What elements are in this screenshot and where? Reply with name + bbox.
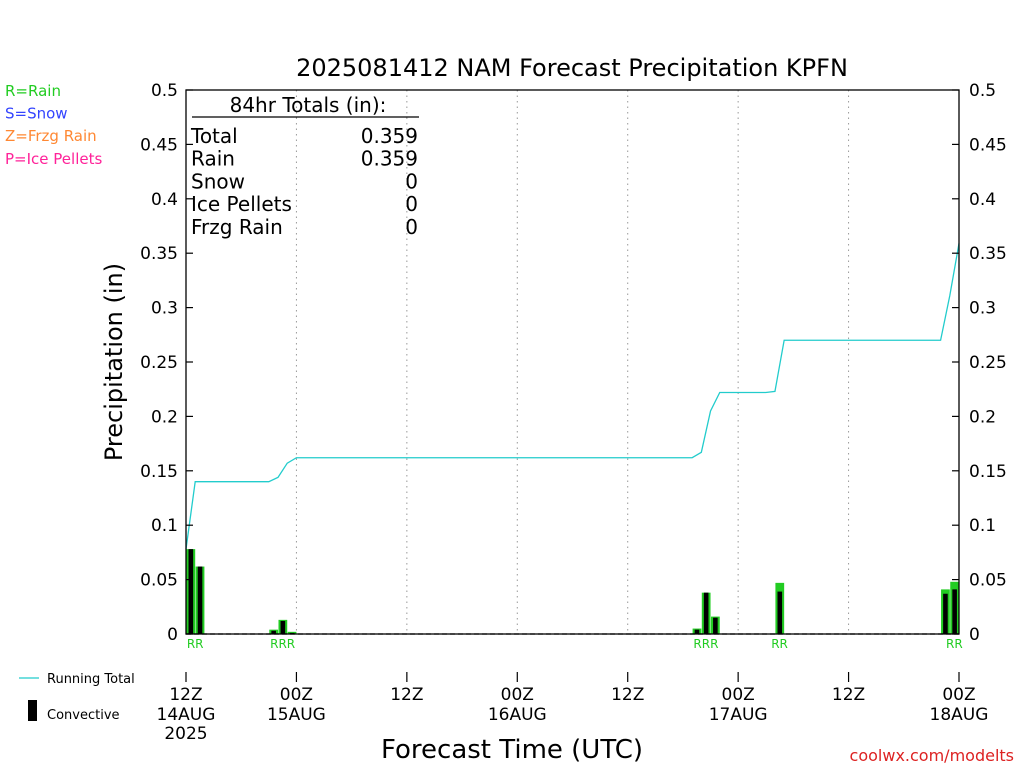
convective-bar <box>188 549 194 634</box>
x-tick-date: 14AUG <box>157 705 216 725</box>
x-tick-date: 16AUG <box>488 705 547 725</box>
y-tick-label-right: 0.2 <box>969 407 996 427</box>
y-axis-ticks: 0 00.05 0.050.1 0.10.15 0.150.2 0.20.25 0.250.… <box>140 81 1007 645</box>
type-legend-entry: S=Snow <box>5 105 68 123</box>
y-tick-label-left: 0.25 <box>140 353 178 373</box>
y-tick-label-right: 0 <box>969 625 980 645</box>
y-tick-label-right: 0.05 <box>969 571 1007 591</box>
convective-bar <box>952 589 957 634</box>
precip-bars <box>186 549 959 634</box>
y-axis-label: Precipitation (in) <box>100 263 128 461</box>
y-tick-label-left: 0.35 <box>140 244 178 264</box>
legend-bar-swatch <box>28 700 37 721</box>
precip-type-legend: R=Rain S=Snow Z=Frzg Rain P=Ice Pellets <box>5 82 102 168</box>
precip-type-label: RR <box>771 637 788 651</box>
running-total-line <box>185 243 960 550</box>
x-tick-date: 15AUG <box>267 705 326 725</box>
totals-header: 84hr Totals (in): <box>230 93 387 117</box>
totals-row-label: Ice Pellets <box>191 192 292 216</box>
legend-label: Convective <box>47 708 120 723</box>
convective-bar <box>694 629 700 634</box>
precip-type-label: RR <box>187 637 204 651</box>
type-legend-entry: P=Ice Pellets <box>5 150 102 168</box>
x-tick-label: 00Z <box>280 685 313 705</box>
y-tick-label-left: 0.45 <box>140 135 178 155</box>
convective-bar <box>777 591 783 634</box>
y-tick-label-right: 0.35 <box>969 244 1007 264</box>
x-tick-label: 00Z <box>942 685 975 705</box>
type-legend-entry: R=Rain <box>5 82 61 100</box>
x-tick-label: 12Z <box>169 685 202 705</box>
precip-type-labels: RR RRR RRR RR RR <box>187 637 963 651</box>
totals-row-value: 0.359 <box>361 147 418 171</box>
precip-type-label: RRR <box>693 637 718 651</box>
y-tick-label-right: 0.3 <box>969 299 996 319</box>
precip-type-label: RR <box>946 637 963 651</box>
y-tick-label-right: 0.1 <box>969 516 996 536</box>
y-tick-label-right: 0.5 <box>969 81 996 101</box>
totals-table: 84hr Totals (in): Total 0.359 Rain 0.359 Sno… <box>190 93 419 239</box>
x-tick-label: 12Z <box>832 685 865 705</box>
x-tick-year: 2025 <box>164 724 207 744</box>
y-tick-label-left: 0.15 <box>140 462 178 482</box>
y-tick-label-left: 0.1 <box>151 516 178 536</box>
convective-bar <box>713 617 718 634</box>
series-legend: Running Total Convective <box>19 672 135 723</box>
convective-bar <box>703 592 709 634</box>
x-tick-date: 18AUG <box>930 705 989 725</box>
convective-bar <box>197 566 203 634</box>
y-tick-label-left: 0.3 <box>151 299 178 319</box>
x-tick-label: 12Z <box>611 685 644 705</box>
type-legend-entry: Z=Frzg Rain <box>5 127 97 145</box>
chart-title: 2025081412 NAM Forecast Precipitation KP… <box>296 54 848 82</box>
y-tick-label-right: 0.15 <box>969 462 1007 482</box>
y-tick-label-left: 0.5 <box>151 81 178 101</box>
y-tick-label-right: 0.4 <box>969 190 996 210</box>
x-tick-label: 00Z <box>722 685 755 705</box>
totals-row-value: 0 <box>405 215 418 239</box>
convective-bar <box>271 630 276 634</box>
totals-row-label: Rain <box>191 147 235 171</box>
y-tick-label-left: 0.2 <box>151 407 178 427</box>
credit-text: coolwx.com/modelts <box>850 746 1014 765</box>
y-tick-label-left: 0 <box>167 625 178 645</box>
y-tick-label-right: 0.45 <box>969 135 1007 155</box>
totals-row-value: 0.359 <box>361 124 418 148</box>
y-tick-label-left: 0.05 <box>140 571 178 591</box>
legend-label: Running Total <box>47 672 135 687</box>
convective-bar <box>943 593 948 634</box>
totals-row-value: 0 <box>405 192 418 216</box>
totals-row-label: Total <box>190 124 238 148</box>
y-tick-label-left: 0.4 <box>151 190 178 210</box>
y-tick-label-right: 0.25 <box>969 353 1007 373</box>
totals-rows: Total 0.359 Rain 0.359 Snow 0 Ice Pellets 0 Frzg… <box>190 124 418 239</box>
convective-bar <box>280 620 286 634</box>
totals-row-label: Snow <box>191 169 245 193</box>
totals-row-label: Frzg Rain <box>191 215 283 239</box>
x-tick-date: 17AUG <box>709 705 768 725</box>
x-tick-label: 00Z <box>501 685 534 705</box>
x-axis-label: Forecast Time (UTC) <box>381 735 643 765</box>
precip-type-label: RRR <box>270 637 295 651</box>
x-tick-label: 12Z <box>390 685 423 705</box>
totals-row-value: 0 <box>405 169 418 193</box>
